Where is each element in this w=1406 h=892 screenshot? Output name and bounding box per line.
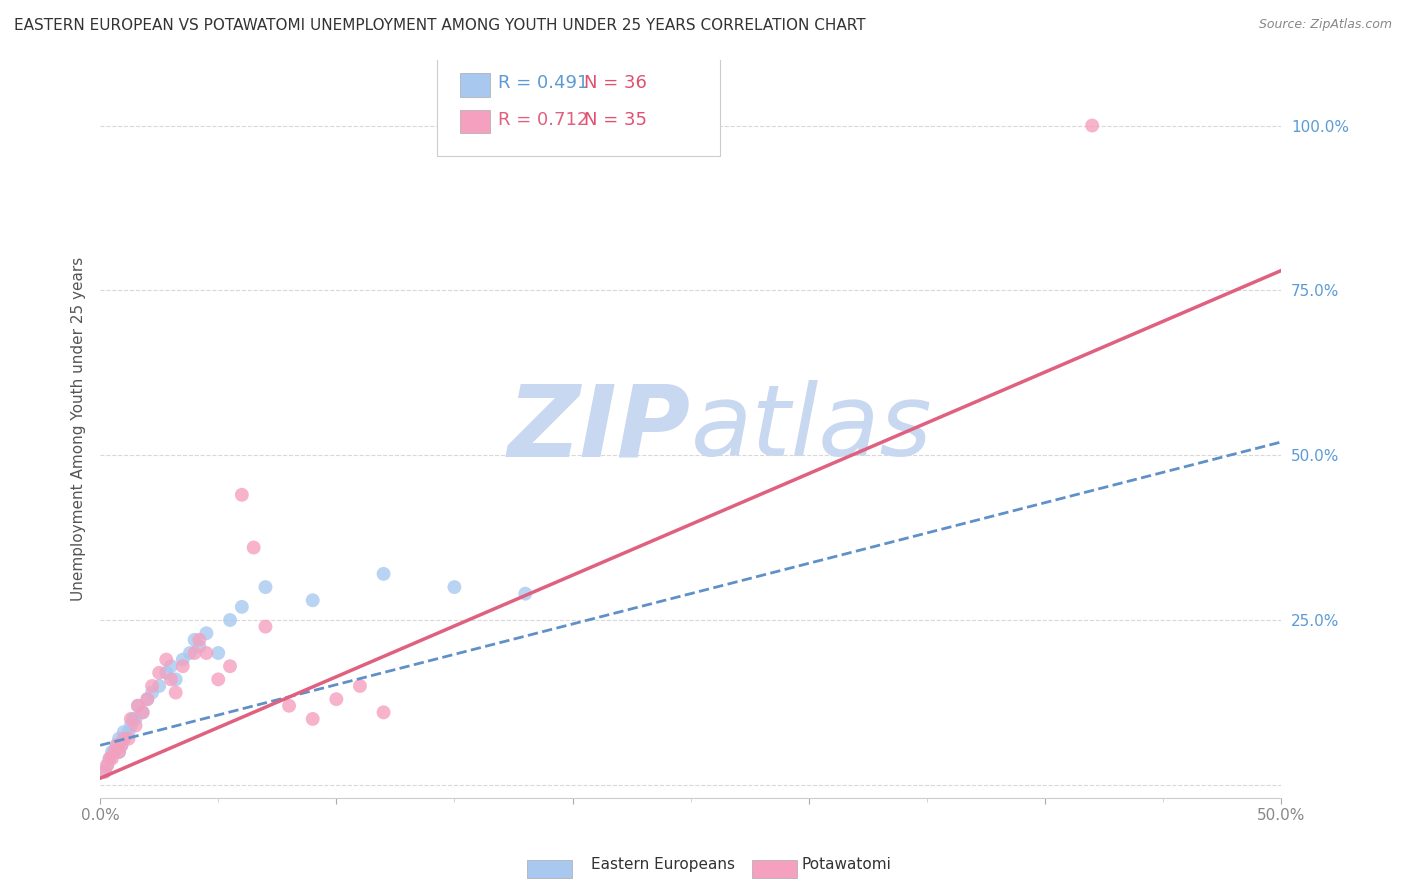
- Point: [108, 745, 131, 759]
- Point: [207, 646, 229, 660]
- Point: [278, 698, 301, 713]
- FancyBboxPatch shape: [460, 73, 489, 96]
- Point: [108, 745, 131, 759]
- Point: [515, 587, 537, 601]
- Point: [101, 745, 124, 759]
- Point: [443, 580, 465, 594]
- Point: [219, 659, 242, 673]
- Text: atlas: atlas: [690, 380, 932, 477]
- Point: [231, 599, 253, 614]
- Point: [141, 685, 163, 699]
- Point: [373, 566, 395, 581]
- Point: [219, 613, 242, 627]
- Point: [188, 632, 211, 647]
- Point: [105, 739, 128, 753]
- Point: [301, 593, 323, 607]
- Point: [165, 685, 187, 699]
- Text: N = 35: N = 35: [585, 112, 647, 129]
- Point: [103, 745, 125, 759]
- Point: [127, 698, 149, 713]
- Point: [103, 745, 125, 759]
- Point: [183, 632, 205, 647]
- Point: [231, 488, 253, 502]
- Text: R = 0.712: R = 0.712: [498, 112, 589, 129]
- Point: [195, 626, 218, 640]
- Point: [349, 679, 371, 693]
- Text: Source: ZipAtlas.com: Source: ZipAtlas.com: [1258, 18, 1392, 31]
- Point: [94, 764, 117, 779]
- Point: [112, 725, 135, 739]
- Point: [98, 751, 121, 765]
- Point: [112, 731, 135, 746]
- Point: [98, 751, 121, 765]
- Point: [160, 659, 183, 673]
- FancyBboxPatch shape: [437, 56, 720, 155]
- Point: [112, 731, 135, 746]
- Point: [105, 739, 128, 753]
- Point: [254, 580, 277, 594]
- Point: [172, 652, 194, 666]
- Point: [373, 706, 395, 720]
- Point: [242, 541, 264, 555]
- Point: [127, 698, 149, 713]
- Point: [254, 620, 277, 634]
- Y-axis label: Unemployment Among Youth under 25 years: Unemployment Among Youth under 25 years: [72, 257, 86, 601]
- Point: [131, 706, 153, 720]
- Point: [117, 731, 139, 746]
- Point: [136, 692, 159, 706]
- Point: [124, 718, 146, 732]
- Text: ZIP: ZIP: [508, 380, 690, 477]
- Point: [301, 712, 323, 726]
- FancyBboxPatch shape: [460, 110, 489, 134]
- Point: [141, 679, 163, 693]
- Point: [148, 665, 170, 680]
- Point: [131, 706, 153, 720]
- Point: [108, 731, 131, 746]
- Point: [148, 679, 170, 693]
- Text: R = 0.491: R = 0.491: [498, 74, 589, 92]
- Text: EASTERN EUROPEAN VS POTAWATOMI UNEMPLOYMENT AMONG YOUTH UNDER 25 YEARS CORRELATI: EASTERN EUROPEAN VS POTAWATOMI UNEMPLOYM…: [14, 18, 866, 33]
- Point: [179, 646, 201, 660]
- Point: [1081, 119, 1104, 133]
- Point: [124, 712, 146, 726]
- Point: [117, 725, 139, 739]
- Point: [94, 764, 117, 779]
- Point: [155, 665, 177, 680]
- Point: [136, 692, 159, 706]
- Point: [183, 646, 205, 660]
- Point: [96, 758, 118, 772]
- Point: [110, 739, 132, 753]
- Point: [188, 640, 211, 654]
- Point: [122, 712, 145, 726]
- Point: [101, 751, 124, 765]
- Text: Potawatomi: Potawatomi: [801, 857, 891, 872]
- Point: [165, 673, 187, 687]
- Point: [120, 712, 142, 726]
- Point: [195, 646, 218, 660]
- Point: [120, 718, 142, 732]
- Point: [207, 673, 229, 687]
- Point: [172, 659, 194, 673]
- Point: [155, 652, 177, 666]
- Point: [96, 758, 118, 772]
- Point: [325, 692, 347, 706]
- Text: Eastern Europeans: Eastern Europeans: [591, 857, 734, 872]
- Text: N = 36: N = 36: [585, 74, 647, 92]
- Point: [110, 739, 132, 753]
- Point: [160, 673, 183, 687]
